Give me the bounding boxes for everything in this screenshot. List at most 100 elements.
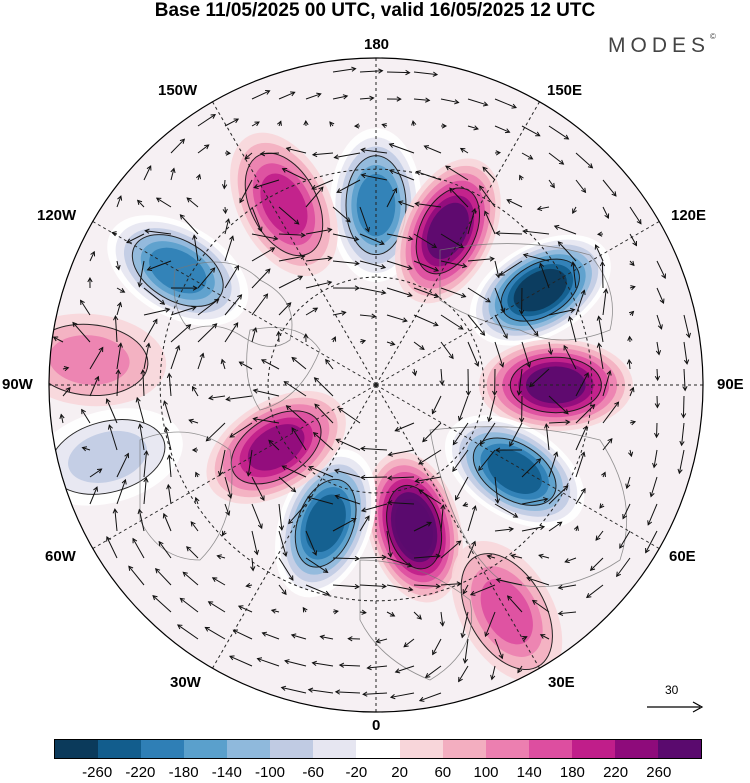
wind-vector: [452, 422, 469, 445]
wind-vector-head: [539, 634, 546, 639]
wind-vector-head: [81, 446, 88, 452]
wind-vector: [186, 546, 199, 559]
wind-vector: [683, 314, 690, 338]
wind-vector: [282, 465, 307, 478]
wind-vector-head: [246, 471, 252, 477]
wind-vector: [128, 565, 145, 586]
wind-vector: [205, 627, 226, 640]
wind-vector-head: [290, 487, 297, 493]
wind-vector-head: [655, 350, 662, 356]
wind-vector-head: [216, 554, 222, 560]
wind-vector: [106, 536, 118, 559]
wind-vector: [224, 118, 239, 127]
wind-vector: [142, 370, 145, 397]
wind-vector-head: [335, 438, 341, 444]
wind-vector: [253, 389, 280, 397]
longitude-label-0: 0: [372, 717, 381, 734]
wind-vector-head: [98, 346, 104, 353]
wind-vector-head: [137, 423, 144, 429]
wind-vector-head: [424, 672, 431, 678]
wind-vector-head: [580, 289, 586, 295]
wind-vector-head: [214, 298, 220, 304]
wind-vector-head: [627, 335, 633, 341]
wind-vector-head: [473, 125, 479, 131]
wind-vector-head: [563, 134, 570, 140]
wind-vector-head: [188, 418, 194, 424]
wind-vector-head: [369, 95, 375, 101]
wind-vector: [251, 557, 254, 571]
wind-vector-head: [580, 487, 586, 494]
wind-vector: [138, 509, 145, 532]
wind-vector-head: [282, 551, 288, 558]
wind-vector-head: [536, 205, 543, 212]
wind-vector: [440, 583, 461, 586]
wind-vector: [413, 233, 437, 248]
wind-vector: [224, 476, 232, 499]
wind-vector: [462, 584, 469, 594]
wind-vector-head: [418, 696, 425, 702]
wind-vector: [114, 316, 118, 343]
map-boundary: [48, 57, 704, 713]
wind-vector-head: [360, 173, 367, 179]
wind-vector-head: [281, 589, 287, 596]
wind-vector-head: [606, 370, 612, 376]
meridian-line: [212, 384, 377, 669]
wind-vector-head: [225, 218, 231, 224]
wind-vector: [143, 319, 158, 343]
anomaly-contour: [260, 173, 308, 236]
wind-vector-head: [543, 497, 549, 503]
wind-vector: [656, 287, 665, 304]
wind-vector: [563, 345, 577, 370]
wind-vector-head: [137, 282, 143, 288]
colorbar-tick-label: 140: [516, 764, 542, 781]
wind-vector: [226, 395, 253, 400]
wind-vector: [334, 152, 361, 159]
wind-vector-head: [388, 142, 395, 148]
wind-vector-head: [502, 333, 508, 339]
wind-vector-head: [353, 123, 360, 129]
wind-vector: [440, 611, 444, 626]
wind-vector: [494, 314, 508, 339]
wind-vector-head: [307, 687, 314, 693]
wind-vector-head: [495, 577, 502, 583]
wind-vector-head: [685, 332, 691, 339]
wind-vector-head: [516, 390, 522, 396]
wind-vector: [413, 287, 439, 298]
wind-vector: [305, 228, 332, 235]
wind-vector: [168, 455, 172, 478]
wind-vector-head: [431, 408, 437, 415]
wind-vector: [305, 530, 317, 556]
wind-vector-head: [280, 685, 287, 691]
anomaly-contour: [305, 494, 346, 553]
wind-vector: [432, 638, 442, 655]
wind-vector-head: [679, 440, 685, 447]
wind-vector: [602, 370, 611, 397]
wind-vector-head: [531, 599, 538, 605]
wind-vector-head: [387, 451, 393, 457]
wind-vector-head: [538, 553, 544, 559]
wind-vector-head: [237, 605, 244, 611]
wind-vector-head: [331, 336, 337, 342]
wind-vector: [628, 359, 631, 370]
wind-vector: [363, 692, 388, 695]
wind-vector-head: [547, 349, 554, 356]
wind-vector: [253, 418, 280, 424]
wind-vector-head: [144, 228, 150, 234]
wind-vector: [206, 422, 226, 442]
wind-vector-head: [462, 589, 468, 595]
wind-vector-head: [232, 629, 239, 635]
wind-vector: [224, 218, 230, 235]
meridian-line: [375, 384, 540, 669]
wind-vector-head: [397, 200, 404, 206]
wind-vector: [413, 260, 439, 272]
wind-vector-head: [419, 345, 425, 351]
wind-vector: [494, 125, 510, 133]
wind-vector-head: [186, 197, 192, 203]
wind-vector-head: [314, 403, 320, 409]
wind-vector: [511, 554, 523, 559]
wind-vector-head: [158, 540, 164, 547]
wind-vector-head: [584, 372, 589, 378]
wind-vector: [548, 341, 552, 355]
wind-vector: [598, 343, 604, 370]
wind-vector-head: [456, 540, 462, 546]
